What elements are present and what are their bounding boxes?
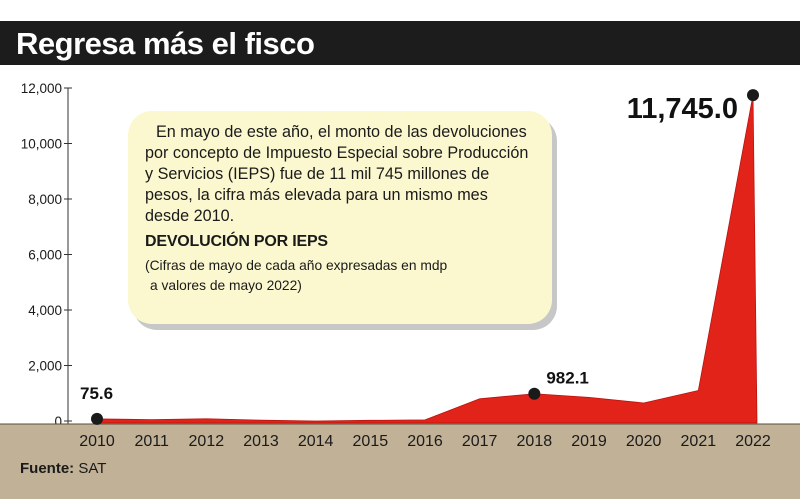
data-label: 75.6 [80,384,113,403]
y-tick-label: 2,000 [28,359,62,374]
callout-box: En mayo de este año, el monto de las dev… [128,111,552,324]
x-tick-label: 2020 [626,433,662,450]
x-tick-label: 2011 [134,433,169,450]
callout-subtitle: DEVOLUCIÓN POR IEPS [145,233,328,250]
x-tick-label: 2010 [79,433,115,450]
x-tick-label: 2014 [298,433,334,450]
y-tick-label: 6,000 [28,248,62,263]
callout-note-line-1: (Cifras de mayo de cada año expresadas e… [145,258,448,273]
x-tick-label: 2013 [243,433,279,450]
y-tick-label: 10,000 [21,137,62,152]
source-value: SAT [78,460,107,477]
ground-band [0,424,800,499]
y-tick-label: 4,000 [28,303,62,318]
x-tick-label: 2018 [517,433,553,450]
area-series [96,95,758,424]
source-footer: Fuente: SAT [20,460,106,477]
x-tick-label: 2016 [407,433,443,450]
source-label: Fuente: [20,460,75,477]
x-tick-label: 2012 [189,433,225,450]
data-point-marker [747,89,759,102]
x-tick-label: 2017 [462,433,498,450]
x-tick-label: 2019 [571,433,607,450]
data-label: 11,745.0 [627,93,738,125]
callout-note: (Cifras de mayo de cada año expresadas e… [145,256,536,296]
y-tick-label: 8,000 [28,192,62,207]
title-bar: Regresa más el fisco [0,21,800,65]
x-tick-label: 2022 [735,433,771,450]
y-tick-label: 0 [54,414,62,429]
data-label: 982.1 [546,369,589,388]
data-point-marker [91,412,103,425]
x-tick-label: 2021 [681,433,717,450]
x-tick-label: 2015 [353,433,389,450]
chart-title: Regresa más el fisco [16,26,315,61]
y-tick-label: 12,000 [21,81,62,96]
data-point-marker [528,387,541,400]
callout-note-line-2: a valores de mayo 2022) [150,278,302,293]
callout-body-text: En mayo de este año, el monto de las dev… [145,123,529,225]
